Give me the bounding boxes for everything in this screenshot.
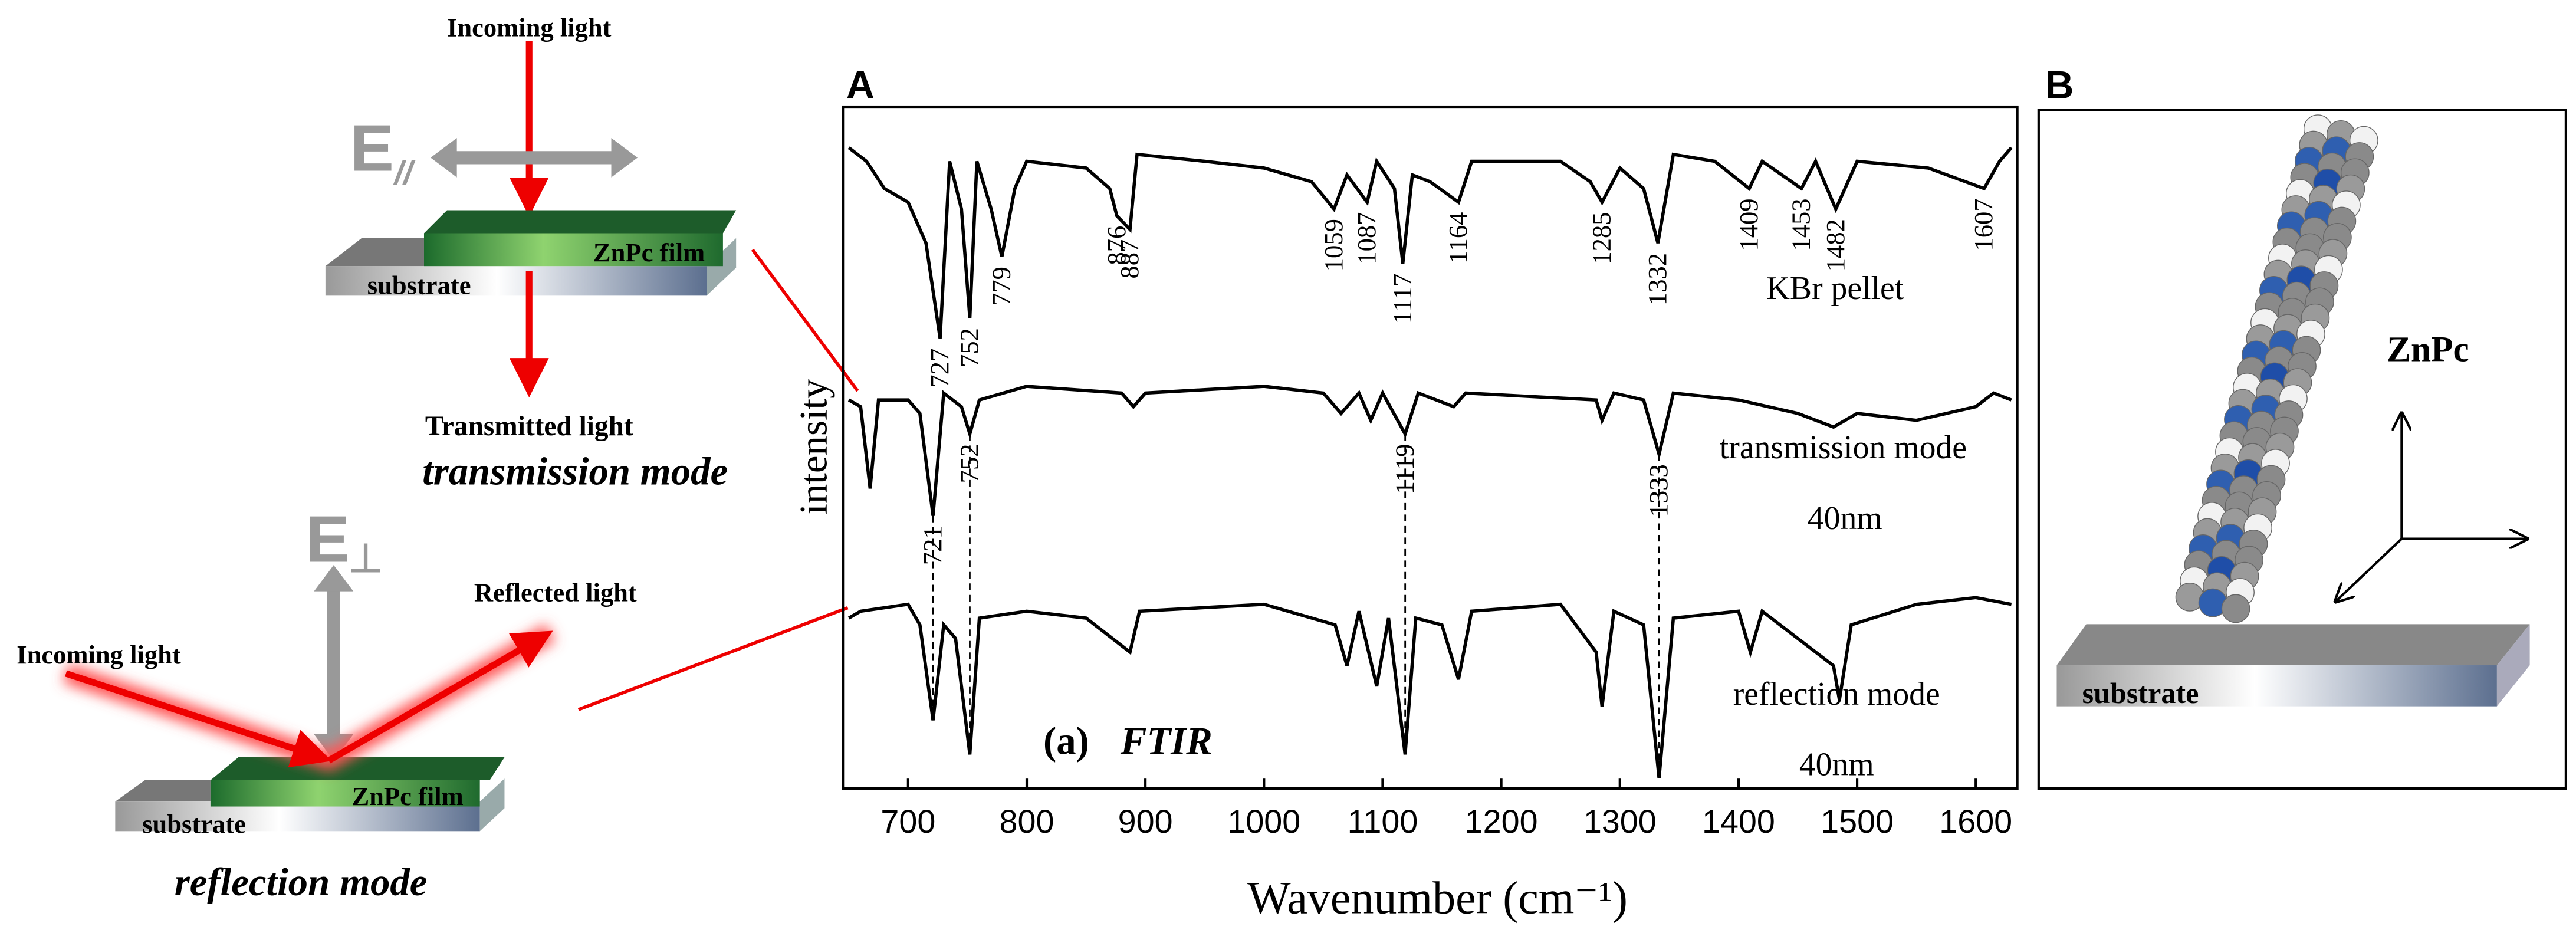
substrate-top	[115, 780, 211, 802]
peak-label: 779	[987, 267, 1016, 306]
x-tick-label: 1300	[1583, 803, 1657, 840]
panel-label: B	[2045, 63, 2074, 107]
label: substrate	[367, 271, 471, 300]
label: ZnPc film	[351, 781, 463, 811]
x-tick-label: 1100	[1348, 803, 1418, 840]
label: Reflected light	[474, 577, 637, 607]
peak-label: 1285	[1587, 212, 1616, 265]
reflected-beam	[327, 630, 553, 764]
x-tick-label: 1400	[1702, 803, 1775, 840]
label: ZnPc film	[593, 238, 705, 267]
substrate-front	[325, 266, 707, 296]
x-tick-label: 1500	[1821, 803, 1894, 840]
substrate-front	[2056, 665, 2497, 707]
peak-label: 1164	[1443, 212, 1473, 264]
label: ZnPc	[2387, 330, 2469, 370]
peak-label: 1607	[1969, 198, 1998, 251]
x-tick-label: 800	[1000, 803, 1054, 840]
panel-frame	[2037, 109, 2567, 790]
connector	[751, 248, 859, 392]
transmission-diagram: E // Incoming light ZnPc film substrate …	[325, 12, 737, 494]
spectrum-line	[847, 385, 2012, 516]
label: Incoming light	[17, 640, 181, 669]
spectrum-line	[847, 146, 2013, 339]
arrowhead	[611, 137, 638, 178]
reflection-diagram: E ⊥ Reflected light Incoming light ZnPc …	[17, 502, 637, 904]
mode-label: reflection mode	[175, 860, 428, 904]
label: substrate	[2082, 676, 2199, 709]
panel-label: A	[846, 63, 875, 107]
peak-label: 727	[925, 349, 954, 388]
label: substrate	[142, 809, 246, 839]
y-axis-label: intensity	[791, 379, 835, 515]
plot-frame	[842, 105, 2019, 790]
film-top	[210, 757, 505, 780]
annotation: (a)	[1043, 719, 1089, 763]
peak-label: 876	[1102, 226, 1131, 265]
annotation: reflection mode	[1733, 676, 1940, 712]
x-tick-label: 1200	[1465, 803, 1538, 840]
annotation: transmission mode	[1720, 429, 1967, 466]
label: Incoming light	[447, 12, 612, 42]
arrowhead	[431, 137, 457, 178]
peak-label: 1332	[1642, 253, 1672, 305]
substrate-top	[2056, 624, 2530, 666]
x-axis-label: Wavenumber (cm⁻¹)	[1247, 873, 1628, 924]
annotation: 40nm	[1799, 747, 1874, 783]
peak-label: 752	[954, 328, 984, 367]
atom	[2221, 594, 2250, 623]
peak-label: 1409	[1734, 198, 1763, 251]
peak-label: 887	[1115, 239, 1144, 279]
film-front	[210, 780, 480, 807]
annotation: KBr pellet	[1766, 270, 1904, 307]
substrate-side	[707, 238, 737, 296]
substrate-top	[325, 238, 424, 267]
incoming-beam	[65, 670, 332, 768]
annotation: FTIR	[1120, 719, 1213, 763]
x-tick-label: 1000	[1227, 803, 1300, 840]
substrate-side	[2496, 624, 2530, 707]
arrowhead	[314, 565, 354, 592]
peak-label: 1453	[1786, 198, 1815, 251]
e-sub: //	[393, 155, 416, 191]
connector	[577, 606, 849, 711]
e-sub: ⊥	[349, 536, 383, 580]
x-tick-label: 1600	[1939, 803, 2012, 840]
molecule-diagram: B substrate ZnPc	[2037, 63, 2567, 790]
mode-label: transmission mode	[422, 450, 728, 494]
x-tick-label: 700	[880, 803, 935, 840]
x-tick-label: 900	[1118, 803, 1173, 840]
peak-label: 1059	[1319, 219, 1348, 271]
e-label: E	[350, 111, 394, 185]
spectrum-line	[847, 596, 2012, 778]
annotation: 40nm	[1808, 500, 1882, 537]
peak-label: 1087	[1352, 212, 1381, 265]
ftir-chart: A Wavenumber (cm⁻¹) intensity 700 800 900 1…	[791, 63, 2019, 924]
label: Transmitted light	[425, 411, 633, 442]
peak-label: 1482	[1821, 219, 1850, 271]
film-front	[423, 233, 723, 267]
substrate-side	[479, 778, 505, 832]
peak-label: 1117	[1388, 274, 1417, 324]
film-top	[423, 210, 737, 234]
e-label: E	[305, 502, 349, 576]
axis-arrow	[2336, 538, 2403, 602]
